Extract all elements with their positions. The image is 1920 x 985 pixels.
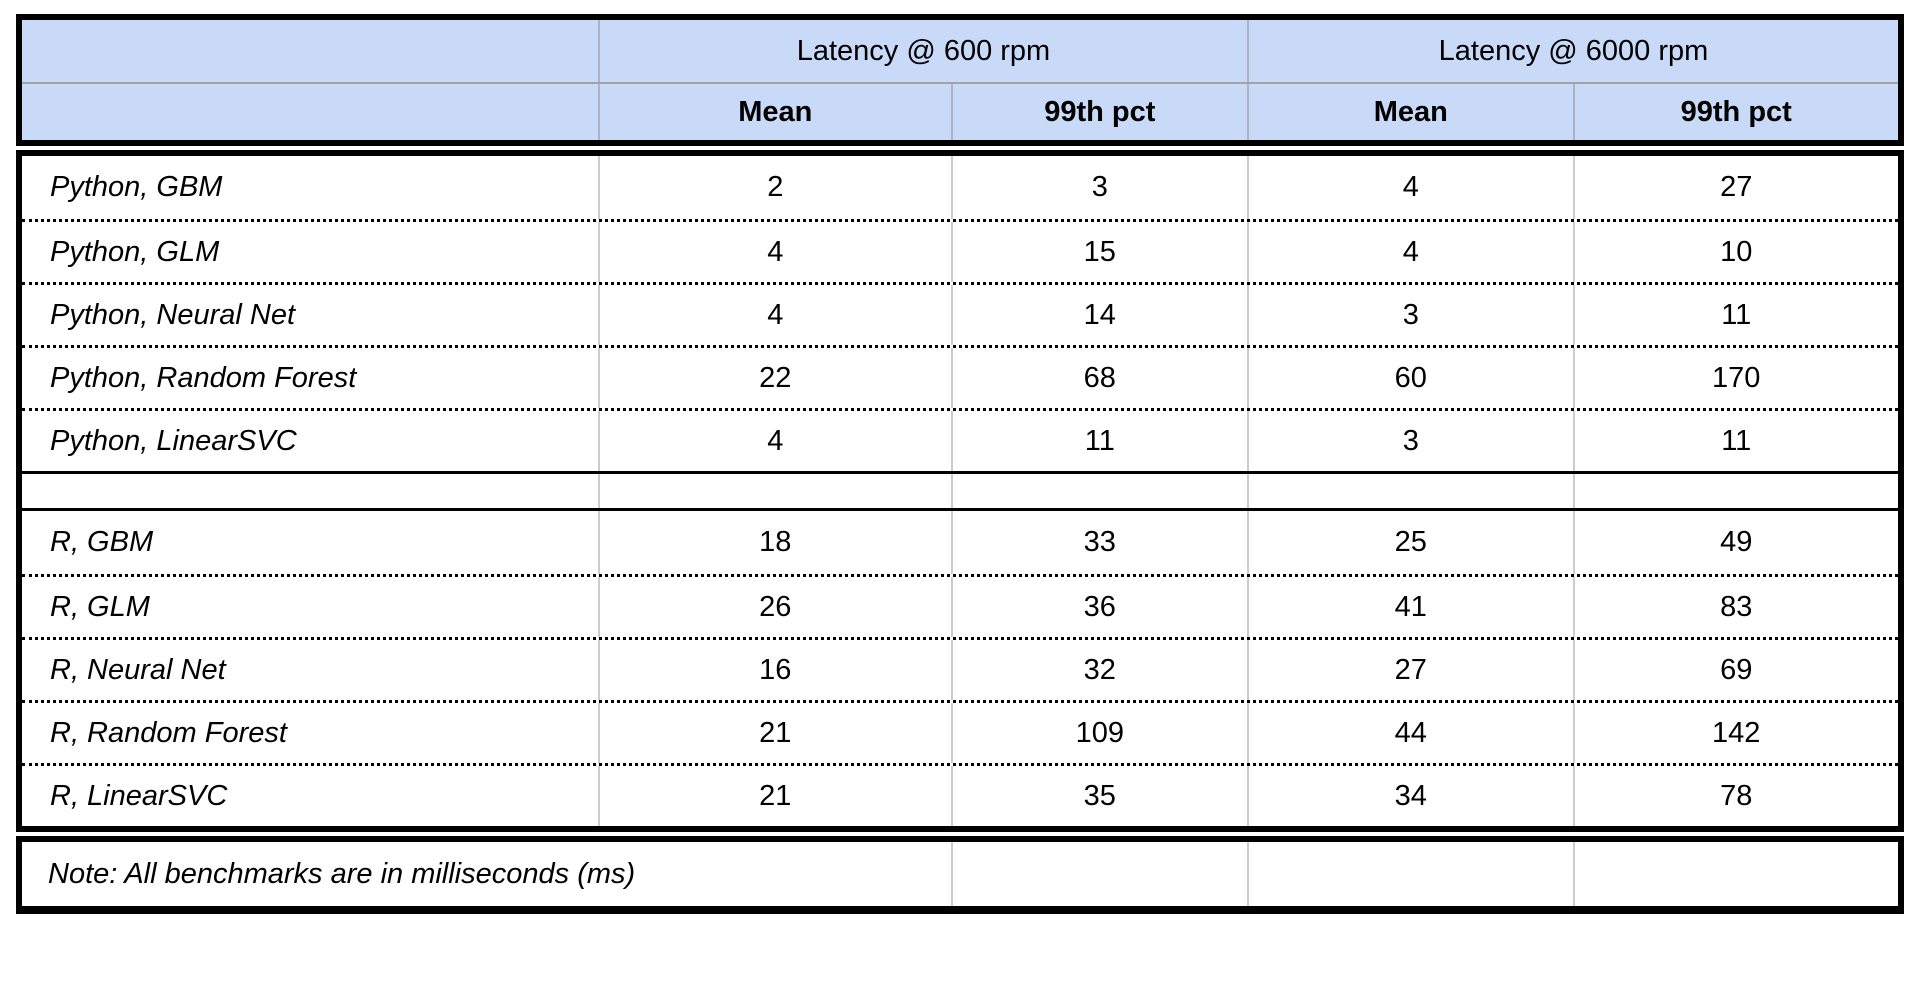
latency-value-cell: 35 [950, 766, 1247, 826]
empty-cell [950, 842, 1247, 906]
table-row: Python, GLM 4 15 4 10 [22, 219, 1898, 282]
spacer-cell [1572, 474, 1898, 508]
latency-value-cell: 109 [950, 703, 1247, 763]
row-label: R, LinearSVC [50, 779, 228, 812]
row-label: Python, LinearSVC [50, 424, 297, 457]
latency-value-cell: 49 [1572, 511, 1898, 574]
latency-value-cell: 21 [597, 766, 951, 826]
latency-value-cell: 4 [597, 222, 951, 282]
latency-value-cell: 27 [1247, 640, 1572, 700]
row-label: Python, Random Forest [50, 361, 357, 394]
group-header-6000rpm: Latency @ 6000 rpm [1247, 20, 1898, 82]
note-row: Note: All benchmarks are in milliseconds… [22, 842, 1898, 906]
latency-value-cell: 170 [1572, 348, 1898, 408]
spacer-cell [1247, 474, 1572, 508]
row-label: Python, GBM [50, 171, 223, 203]
row-label: Python, Neural Net [50, 298, 296, 331]
group-spacer-row [22, 471, 1898, 511]
empty-cell [1247, 842, 1572, 906]
latency-value-cell: 4 [1247, 156, 1572, 219]
sub-header-99pct-600: 99th pct [950, 84, 1247, 140]
spacer-cell [950, 474, 1247, 508]
table-row: R, Random Forest 21 109 44 142 [22, 700, 1898, 763]
latency-value-cell: 25 [1247, 511, 1572, 574]
latency-value-cell: 3 [1247, 411, 1572, 471]
corner-cell [22, 20, 598, 82]
table-body: Python, GBM 2 3 4 27 Python, GLM 4 15 4 10 Python,… [16, 150, 1904, 832]
latency-value-cell: 16 [597, 640, 951, 700]
latency-value-cell: 4 [597, 285, 951, 345]
latency-value-cell: 27 [1572, 156, 1898, 219]
latency-value-cell: 60 [1247, 348, 1572, 408]
latency-value-cell: 4 [1247, 222, 1572, 282]
sub-header-mean-6000: Mean [1247, 84, 1572, 140]
table-row: R, LinearSVC 21 35 34 78 [22, 763, 1898, 826]
latency-value-cell: 41 [1247, 577, 1572, 637]
latency-value-cell: 11 [950, 411, 1247, 471]
sub-header-row: Mean 99th pct Mean 99th pct [22, 82, 1898, 140]
spacer-cell [22, 474, 598, 508]
corner-cell [22, 84, 598, 140]
empty-cell [1572, 842, 1898, 906]
latency-value-cell: 36 [950, 577, 1247, 637]
latency-value-cell: 68 [950, 348, 1247, 408]
table-row: Python, GBM 2 3 4 27 [22, 156, 1898, 219]
latency-value-cell: 69 [1572, 640, 1898, 700]
latency-value-cell: 3 [1247, 285, 1572, 345]
row-label: R, Random Forest [50, 716, 287, 749]
table-row: Python, Random Forest 22 68 60 170 [22, 345, 1898, 408]
table-row: R, GLM 26 36 41 83 [22, 574, 1898, 637]
latency-value-cell: 18 [597, 511, 951, 574]
group-header-600rpm: Latency @ 600 rpm [597, 20, 1247, 82]
latency-value-cell: 78 [1572, 766, 1898, 826]
latency-value-cell: 34 [1247, 766, 1572, 826]
table-row: Python, Neural Net 4 14 3 11 [22, 282, 1898, 345]
latency-value-cell: 15 [950, 222, 1247, 282]
latency-value-cell: 21 [597, 703, 951, 763]
latency-value-cell: 26 [597, 577, 951, 637]
latency-value-cell: 4 [597, 411, 951, 471]
row-label: R, GLM [50, 590, 150, 623]
latency-value-cell: 83 [1572, 577, 1898, 637]
latency-value-cell: 11 [1572, 411, 1898, 471]
latency-value-cell: 142 [1572, 703, 1898, 763]
latency-value-cell: 11 [1572, 285, 1898, 345]
row-label: R, GBM [50, 526, 154, 558]
sub-header-99pct-6000: 99th pct [1572, 84, 1898, 140]
spacer-cell [597, 474, 951, 508]
benchmark-table: Latency @ 600 rpm Latency @ 6000 rpm Mea… [16, 14, 1904, 914]
sub-header-mean-600: Mean [597, 84, 951, 140]
latency-value-cell: 10 [1572, 222, 1898, 282]
table-row: Python, LinearSVC 4 11 3 11 [22, 408, 1898, 471]
row-label: Python, GLM [50, 235, 220, 268]
table-row: R, GBM 18 33 25 49 [22, 511, 1898, 574]
latency-value-cell: 22 [597, 348, 951, 408]
group-header-row: Latency @ 600 rpm Latency @ 6000 rpm [22, 20, 1898, 82]
latency-value-cell: 3 [950, 156, 1247, 219]
latency-value-cell: 32 [950, 640, 1247, 700]
note-cell: Note: All benchmarks are in milliseconds… [48, 857, 636, 890]
row-label: R, Neural Net [50, 653, 226, 686]
latency-value-cell: 44 [1247, 703, 1572, 763]
table-header: Latency @ 600 rpm Latency @ 6000 rpm Mea… [16, 14, 1904, 146]
table-footer: Note: All benchmarks are in milliseconds… [16, 836, 1904, 914]
latency-value-cell: 14 [950, 285, 1247, 345]
table-row: R, Neural Net 16 32 27 69 [22, 637, 1898, 700]
latency-value-cell: 33 [950, 511, 1247, 574]
latency-value-cell: 2 [597, 156, 951, 219]
